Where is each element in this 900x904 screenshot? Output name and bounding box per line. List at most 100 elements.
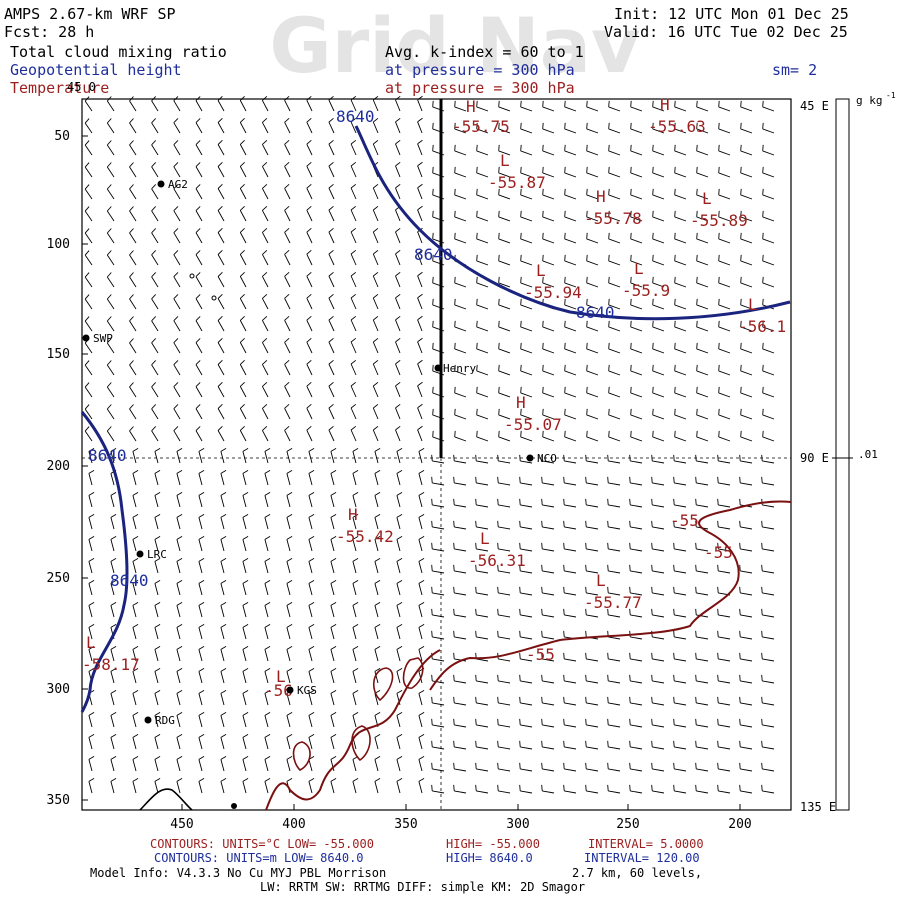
terrain-contour [139,788,193,811]
wind-barb-feather [673,718,675,725]
wind-barb [286,715,291,728]
wind-barb [740,348,753,354]
wind-barb [564,526,577,530]
temp-contour-east [429,500,792,691]
wind-barb [696,636,709,640]
wind-barb-feather [607,498,609,505]
wind-barb-feather [475,740,477,747]
wind-barb [652,636,665,640]
wind-barb [110,759,115,772]
wind-barb [151,144,159,156]
wind-barb-feather [88,602,95,606]
wind-barb-feather [373,337,379,343]
wind-barb [88,737,93,750]
wind-barb-feather [195,228,201,233]
wind-barb-feather [629,652,631,659]
wind-barb-feather [350,315,357,321]
wind-barb [328,231,335,244]
right-tick: 90 E [800,451,829,465]
wind-barb [217,144,225,156]
wind-barb [132,781,137,794]
wind-barb-feather [129,316,134,322]
wind-barb [195,144,203,156]
wind-barb-feather [475,498,477,505]
wind-barb [129,254,137,266]
wind-barb-feather [373,271,379,277]
wind-barb [284,342,291,354]
wind-barb [476,724,489,728]
wind-barb-feather [432,122,434,129]
wind-barb [762,436,775,442]
wind-barb [154,561,159,574]
wind-barb [454,614,467,618]
wind-barb [308,715,313,728]
wind-barb-feather [418,646,425,650]
wind-barb-feather [696,342,698,349]
wind-barb-feather [542,188,544,195]
wind-barb-feather [308,668,315,672]
wind-barb [417,165,423,178]
field-cloud: Total cloud mixing ratio [10,43,227,61]
wind-barb-feather [740,298,742,305]
wind-barb-feather [129,272,134,278]
wind-barb [586,150,599,156]
wind-barb [239,276,247,288]
wind-barb [198,473,203,486]
wind-barb-feather [696,188,698,195]
wind-barb [674,702,687,706]
wind-barb [173,364,181,376]
wind-barb-feather [718,232,720,239]
wind-barb [84,320,93,332]
wind-barb [217,276,225,288]
wind-barb [151,166,159,178]
wind-barb-feather [330,470,337,474]
wind-barb [542,282,555,288]
wind-barb-feather [373,293,379,299]
wind-barb-feather [286,492,293,496]
wind-barb [454,724,467,728]
wind-barb-feather [308,602,315,606]
wind-barb-feather [176,646,183,650]
wind-barb [176,671,181,684]
wind-barb-feather [110,580,117,584]
wind-barb [542,658,555,662]
wind-barb [740,526,753,530]
wind-barb [84,276,93,288]
wind-barb [418,627,423,640]
wind-barb-feather [674,430,676,437]
wind-barb [674,348,687,354]
wind-barb-feather [352,580,359,584]
wind-barb-feather [740,100,742,107]
wind-barb [154,517,159,530]
wind-barb [129,166,137,178]
wind-barb [586,348,599,354]
wind-barb-feather [519,454,521,461]
wind-barb-feather [564,276,566,283]
wind-barb-feather [476,144,478,151]
wind-barb [220,693,225,706]
wind-barb-feather [176,778,183,782]
wind-barb-feather [262,95,268,101]
station-label: RDG [155,714,175,727]
wind-barb [198,605,203,618]
wind-barb [198,517,203,530]
wind-barb-feather [395,293,401,299]
wind-barb-feather [132,668,139,672]
wind-barb-feather [176,756,183,760]
wind-barb-feather [286,734,293,738]
wind-barb-feather [475,762,477,769]
footer-model-info: Model Info: V4.3.3 No Cu MYJ PBL Morriso… [90,866,386,880]
wind-barb [176,473,181,486]
wind-barb-feather [762,166,764,173]
wind-barb-feather [519,696,521,703]
wind-barb-feather [431,564,433,571]
wind-barb-feather [132,712,139,716]
wind-barb [564,150,577,156]
y-tick: 150 [47,347,70,362]
wind-barb-feather [129,338,134,344]
wind-barb [262,364,269,376]
wind-barb-feather [220,712,227,716]
wind-barb [718,548,731,552]
wind-barb [220,561,225,574]
wind-barb [418,605,423,618]
